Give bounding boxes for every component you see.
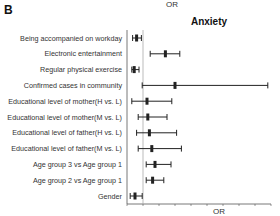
title: Anxiety bbox=[191, 16, 228, 27]
ci-cap-low bbox=[142, 82, 143, 88]
ci-cap-low bbox=[138, 114, 139, 120]
category-label: Age group 2 vs Age group 1 bbox=[33, 176, 122, 185]
or-point bbox=[133, 66, 136, 73]
ci-cap-high bbox=[171, 98, 172, 104]
or-point bbox=[146, 98, 149, 105]
ci-line bbox=[146, 164, 171, 165]
y-axis bbox=[127, 30, 128, 204]
x-axis bbox=[127, 204, 271, 205]
ci-cap-high bbox=[139, 67, 140, 73]
x-tick bbox=[175, 204, 176, 206]
or-point bbox=[146, 114, 149, 121]
ci-cap-high bbox=[176, 130, 177, 136]
ci-cap-low bbox=[146, 161, 147, 167]
chart: B OR Anxiety OR Being accompanied on workday… bbox=[0, 0, 280, 216]
ci-cap-high bbox=[171, 161, 172, 167]
x-tick bbox=[239, 204, 240, 206]
x-tick bbox=[271, 204, 272, 206]
ci-cap-low bbox=[138, 146, 139, 152]
x-tick bbox=[223, 204, 224, 206]
or-point bbox=[164, 50, 167, 57]
panel-label: B bbox=[4, 3, 13, 17]
or-point bbox=[150, 145, 153, 152]
x-tick bbox=[191, 204, 192, 206]
category-label: Educational level of father(H vs. L) bbox=[12, 128, 122, 137]
ci-line bbox=[146, 180, 164, 181]
annotation: OR bbox=[166, 0, 178, 9]
ci-cap-low bbox=[136, 130, 137, 136]
plot-area bbox=[130, 30, 268, 204]
ci-line bbox=[138, 117, 167, 118]
or-point bbox=[154, 161, 157, 168]
ci-cap-high bbox=[167, 114, 168, 120]
ci-cap-high bbox=[141, 35, 142, 41]
ci-line bbox=[137, 132, 177, 133]
ci-cap-high bbox=[179, 51, 180, 57]
category-label: Confirmed cases in community bbox=[24, 81, 123, 90]
or-point bbox=[148, 129, 151, 136]
ci-cap-low bbox=[150, 51, 151, 57]
x-tick bbox=[143, 204, 144, 206]
ci-line bbox=[138, 148, 181, 149]
x-tick bbox=[159, 204, 160, 206]
ci-cap-high bbox=[267, 82, 268, 88]
x-tick bbox=[207, 204, 208, 206]
category-label: Gender bbox=[98, 192, 123, 201]
category-label: Electronic entertainment bbox=[44, 49, 122, 58]
x-axis-label: OR bbox=[213, 207, 225, 216]
ci-cap-high bbox=[142, 193, 143, 199]
ci-cap-low bbox=[132, 35, 133, 41]
or-point bbox=[151, 177, 154, 184]
category-label: Educational level of mother(H vs. L) bbox=[8, 97, 122, 106]
ci-line bbox=[142, 85, 268, 86]
ci-cap-low bbox=[131, 67, 132, 73]
or-point bbox=[135, 35, 138, 42]
ci-cap-low bbox=[146, 177, 147, 183]
category-label: Educational level of mother(M vs. L) bbox=[7, 113, 122, 122]
x-tick bbox=[255, 204, 256, 206]
category-label: Regular physical exercise bbox=[40, 65, 122, 74]
x-tick bbox=[127, 204, 128, 206]
category-label: Educational level of father(M vs. L) bbox=[11, 144, 122, 153]
ci-cap-low bbox=[131, 98, 132, 104]
or-point bbox=[134, 193, 137, 200]
category-label: Being accompanied on workday bbox=[20, 34, 122, 43]
ci-line bbox=[132, 101, 172, 102]
or-point bbox=[174, 82, 177, 89]
ci-cap-high bbox=[163, 177, 164, 183]
ci-cap-high bbox=[181, 146, 182, 152]
category-label: Age group 3 vs Age group 1 bbox=[33, 160, 122, 169]
ci-cap-low bbox=[130, 193, 131, 199]
